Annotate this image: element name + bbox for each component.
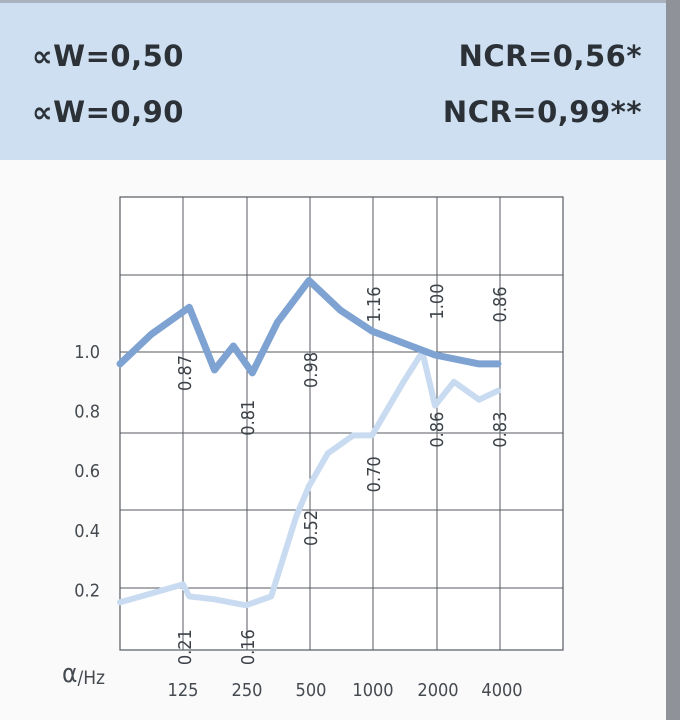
- data-label: 0.87: [175, 355, 196, 391]
- x-axis-title-prefix: α: [62, 659, 77, 689]
- y-tick-label: 0.2: [74, 580, 100, 601]
- x-tick-label: 500: [296, 680, 327, 701]
- ncr-056: NCR=0,56*: [458, 39, 642, 73]
- x-tick-label: 2000: [417, 680, 458, 701]
- data-label: 0.98: [301, 352, 322, 388]
- data-label: 0.21: [175, 629, 196, 665]
- series-line-1: [116, 277, 502, 377]
- series-line-2: [117, 349, 501, 609]
- x-tick-label: 4000: [481, 680, 522, 701]
- x-axis-title-suffix: /Hz: [77, 667, 105, 689]
- chart-data-labels: 0.87 0.81 0.98 1.16 1.00 0.86 0.21 0.16 0.52 0.70…: [175, 283, 511, 665]
- chart-page: ∝W=0,50 NCR=0,56* ∝W=0,90 NCR=0,99** 0.2…: [0, 0, 666, 720]
- data-label: 0.16: [238, 629, 259, 665]
- data-label: 0.86: [427, 412, 448, 448]
- y-tick-label: 0.8: [74, 402, 100, 423]
- alpha-w-050: ∝W=0,50: [32, 39, 184, 73]
- data-label: 0.52: [301, 510, 322, 546]
- data-label: 0.81: [238, 400, 259, 436]
- absorption-chart: 0.2 0.4 0.6 0.8 1.0 125 250 500 1000 2000 4000 0.8…: [62, 196, 564, 701]
- x-axis-title: α/Hz: [62, 659, 105, 689]
- data-label: 0.83: [490, 412, 511, 448]
- chart-ticks: 0.2 0.4 0.6 0.8 1.0 125 250 500 1000 2000 4000: [74, 342, 522, 701]
- header-panel: ∝W=0,50 NCR=0,56* ∝W=0,90 NCR=0,99**: [0, 0, 666, 160]
- chart-grid: [119, 196, 564, 651]
- ncr-099: NCR=0,99**: [442, 95, 642, 129]
- data-label: 0.86: [490, 286, 511, 322]
- chart-series: [116, 277, 502, 609]
- x-tick-label: 125: [168, 680, 199, 701]
- x-tick-label: 250: [232, 680, 263, 701]
- y-tick-label: 1.0: [74, 342, 100, 363]
- plot-area: [119, 196, 564, 651]
- y-tick-label: 0.4: [74, 521, 100, 542]
- data-label: 1.00: [427, 283, 448, 319]
- y-tick-label: 0.6: [74, 461, 100, 482]
- x-tick-label: 1000: [352, 680, 393, 701]
- alpha-w-090: ∝W=0,90: [32, 95, 184, 129]
- data-label: 0.70: [364, 456, 385, 492]
- data-label: 1.16: [364, 286, 385, 322]
